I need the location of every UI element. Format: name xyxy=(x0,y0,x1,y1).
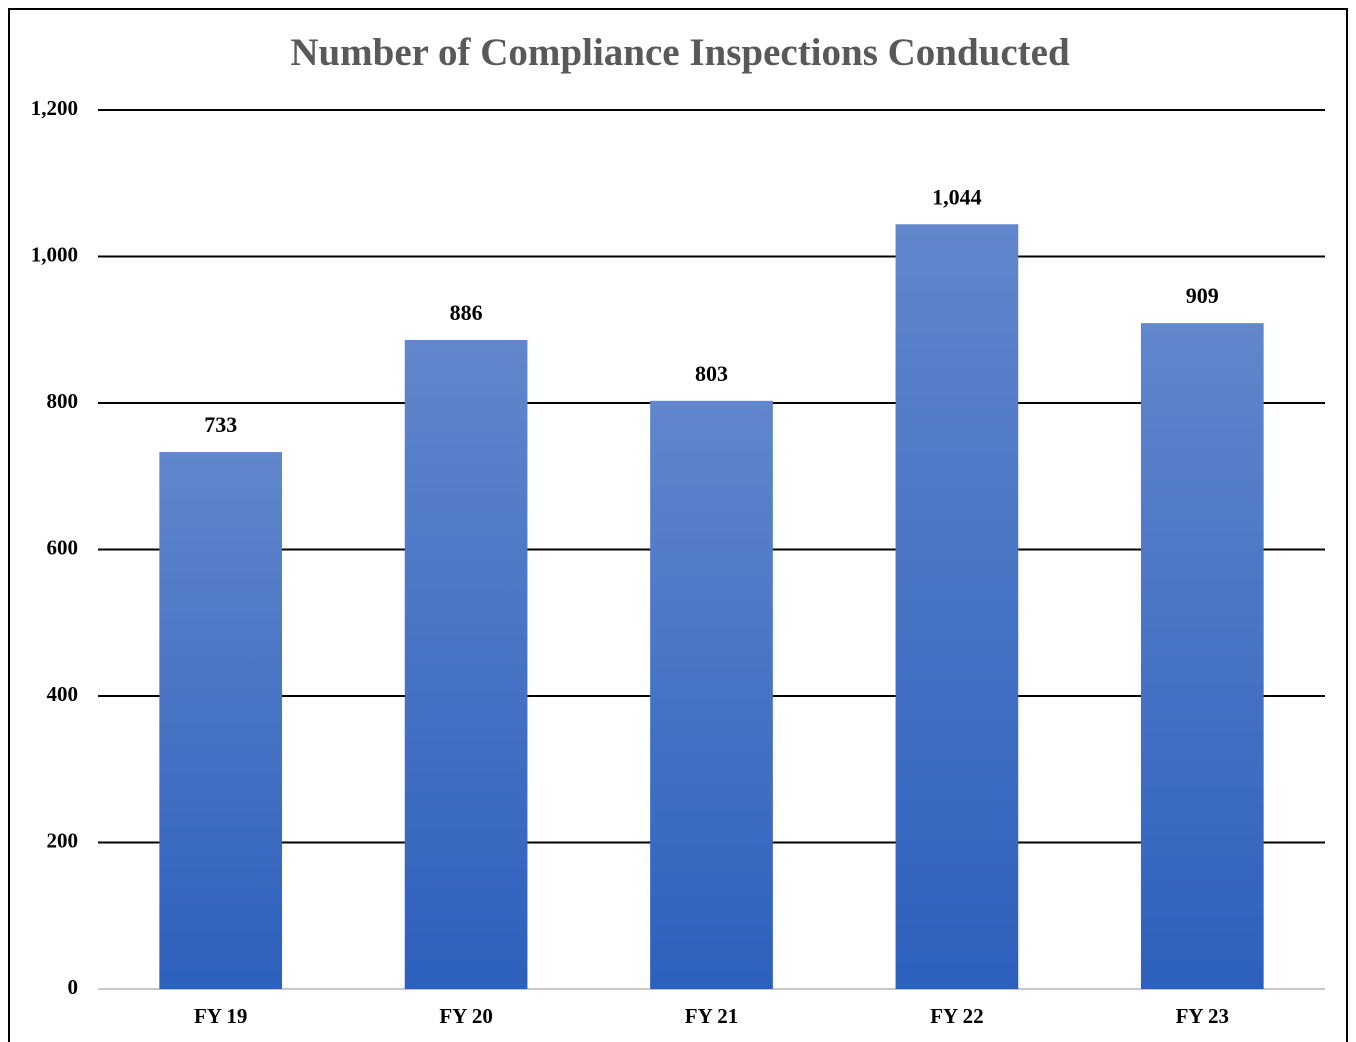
x-tick-label: FY 22 xyxy=(930,1004,983,1028)
chart-title: Number of Compliance Inspections Conduct… xyxy=(290,31,1070,74)
bar xyxy=(1140,323,1264,990)
bar xyxy=(159,452,283,989)
x-tick-label: FY 19 xyxy=(194,1004,247,1028)
y-tick-label: 1,200 xyxy=(31,96,78,120)
x-tick-label: FY 23 xyxy=(1176,1004,1229,1028)
y-tick-label: 800 xyxy=(47,389,79,413)
bar xyxy=(404,340,528,989)
data-label: 733 xyxy=(204,412,237,437)
y-tick-label: 200 xyxy=(47,828,79,852)
data-label: 1,044 xyxy=(932,184,982,209)
data-label: 909 xyxy=(1186,283,1219,308)
y-tick-label: 600 xyxy=(47,535,79,559)
data-label: 886 xyxy=(450,300,483,325)
data-label: 803 xyxy=(695,361,728,386)
bar xyxy=(650,400,773,989)
y-tick-label: 400 xyxy=(47,682,79,706)
y-tick-label: 1,000 xyxy=(31,242,78,266)
y-tick-label: 0 xyxy=(68,975,79,999)
bar xyxy=(895,224,1019,989)
x-tick-label: FY 21 xyxy=(685,1004,738,1028)
x-tick-label: FY 20 xyxy=(439,1004,492,1028)
